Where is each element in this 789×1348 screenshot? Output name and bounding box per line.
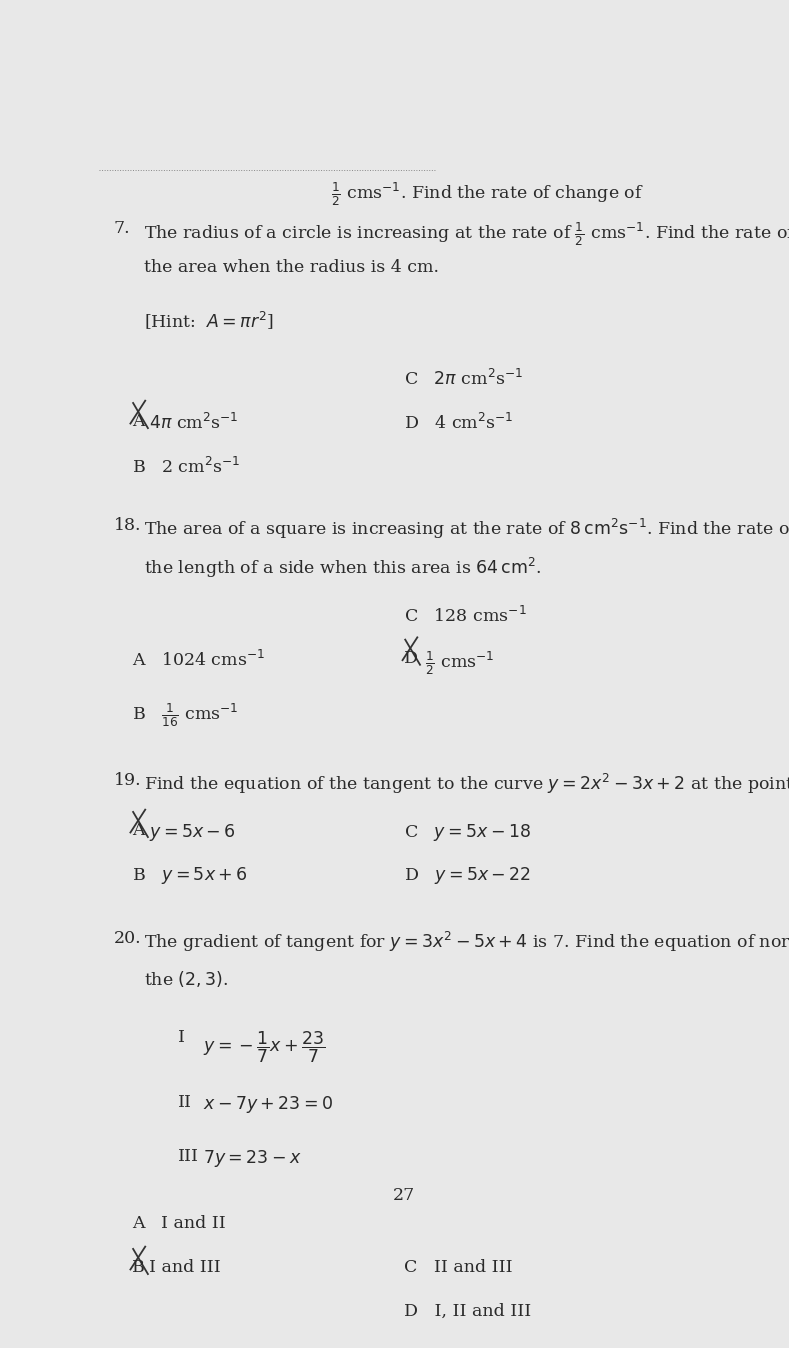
Text: C   $2\pi$ cm$^2$s$^{-1}$: C $2\pi$ cm$^2$s$^{-1}$ [404,369,524,390]
Text: 7.: 7. [114,220,130,237]
Text: I and III: I and III [149,1259,221,1277]
Text: D   I, II and III: D I, II and III [404,1302,532,1320]
Text: D: D [404,650,418,667]
Text: B: B [133,1259,145,1277]
Text: A: A [133,412,144,430]
Text: the $(2, 3)$.: the $(2, 3)$. [144,969,229,989]
Text: 20.: 20. [114,930,141,946]
Text: The radius of a circle is increasing at the rate of $\frac{1}{2}$ cms$^{-1}$. Fi: The radius of a circle is increasing at … [144,220,789,248]
Text: $\frac{1}{2}$ cms$^{-1}$. Find the rate of change of: $\frac{1}{2}$ cms$^{-1}$. Find the rate … [331,181,644,208]
Text: $4\pi$ cm$^2$s$^{-1}$: $4\pi$ cm$^2$s$^{-1}$ [149,412,239,433]
Text: Find the equation of the tangent to the curve $y = 2x^2 - 3x + 2$ at the point $: Find the equation of the tangent to the … [144,772,789,797]
Text: B   $\frac{1}{16}$ cms$^{-1}$: B $\frac{1}{16}$ cms$^{-1}$ [133,701,239,729]
Text: I: I [178,1030,185,1046]
Text: the length of a side when this area is $64\,\mathrm{cm}^2$.: the length of a side when this area is $… [144,557,542,580]
Text: D   4 cm$^2$s$^{-1}$: D 4 cm$^2$s$^{-1}$ [404,412,514,433]
Text: B   2 cm$^2$s$^{-1}$: B 2 cm$^2$s$^{-1}$ [133,457,241,477]
Text: 18.: 18. [114,516,141,534]
Text: C   $y = 5x - 18$: C $y = 5x - 18$ [404,822,531,842]
Text: $7y = 23 - x$: $7y = 23 - x$ [203,1148,301,1169]
Text: III: III [178,1148,199,1165]
Text: II: II [178,1093,192,1111]
Text: $y = 5x - 6$: $y = 5x - 6$ [149,822,236,842]
Text: B   $y = 5x + 6$: B $y = 5x + 6$ [133,865,248,887]
Text: The gradient of tangent for $y = 3x^2 - 5x + 4$ is 7. Find the equation of norma: The gradient of tangent for $y = 3x^2 - … [144,930,789,954]
Text: $x - 7y + 23 = 0$: $x - 7y + 23 = 0$ [203,1093,333,1115]
Text: The area of a square is increasing at the rate of $8\,\mathrm{cm}^2\mathrm{s}^{-: The area of a square is increasing at th… [144,516,789,541]
Text: C   128 cms$^{-1}$: C 128 cms$^{-1}$ [404,607,527,625]
Text: C   II and III: C II and III [404,1259,513,1277]
Text: A: A [133,822,144,838]
Text: D   $y = 5x - 22$: D $y = 5x - 22$ [404,865,532,887]
Text: $y = -\dfrac{1}{7}x + \dfrac{23}{7}$: $y = -\dfrac{1}{7}x + \dfrac{23}{7}$ [203,1030,325,1065]
Text: 19.: 19. [114,772,141,789]
Text: $\frac{1}{2}$ cms$^{-1}$: $\frac{1}{2}$ cms$^{-1}$ [425,650,495,677]
Text: A   I and II: A I and II [133,1216,226,1232]
Text: [Hint:  $A = \pi r^2$]: [Hint: $A = \pi r^2$] [144,309,275,332]
Text: 27: 27 [393,1188,416,1204]
Text: the area when the radius is 4 cm.: the area when the radius is 4 cm. [144,259,439,276]
Text: A   1024 cms$^{-1}$: A 1024 cms$^{-1}$ [133,650,265,670]
